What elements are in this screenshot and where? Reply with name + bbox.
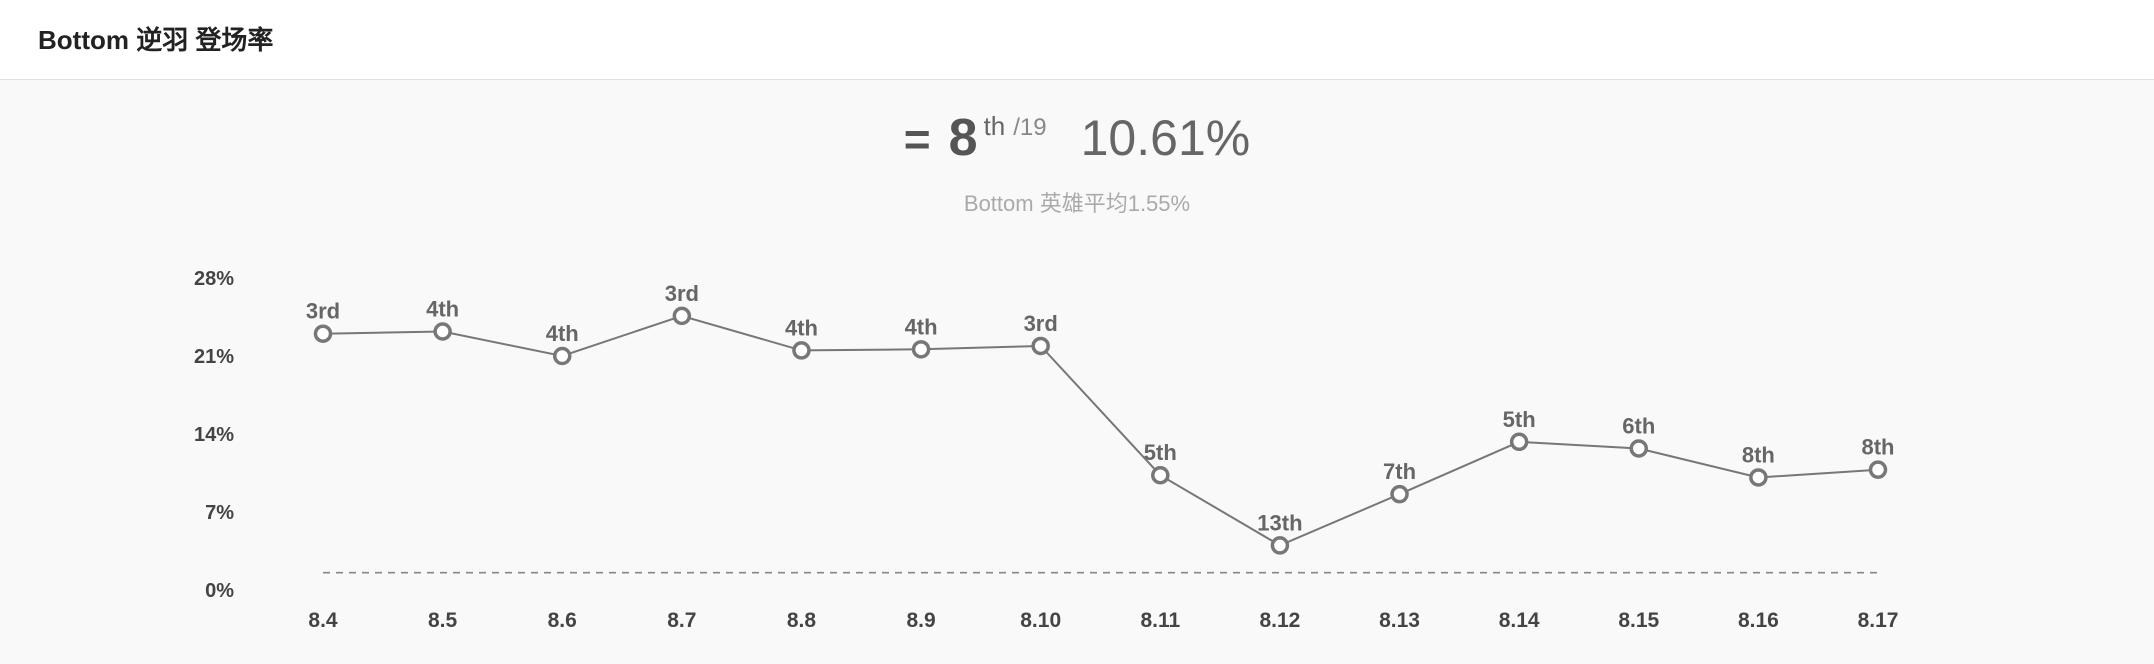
x-tick-label: 8.10 bbox=[1020, 609, 1061, 632]
y-tick-label: 0% bbox=[205, 580, 234, 602]
data-point[interactable] bbox=[1629, 439, 1649, 458]
point-rank-label: 8th bbox=[1862, 435, 1895, 460]
point-rank-label: 3rd bbox=[1024, 311, 1058, 336]
data-point[interactable] bbox=[433, 322, 452, 341]
x-tick-label: 8.13 bbox=[1379, 609, 1420, 632]
x-tick-label: 8.5 bbox=[428, 609, 458, 632]
x-tick-label: 8.15 bbox=[1618, 609, 1659, 632]
point-rank-label: 5th bbox=[1144, 440, 1177, 465]
x-tick-label: 8.17 bbox=[1858, 609, 1899, 632]
data-point[interactable] bbox=[911, 340, 931, 359]
pick-rate-chart: 0% 7% 14% 21% 28% 8.4 8.5 8.6 8.7 8.8 8.9 8.10 8.11… bbox=[194, 268, 1899, 632]
point-rank-label: 5th bbox=[1503, 407, 1536, 432]
point-rank-label: 3rd bbox=[665, 281, 699, 306]
average-label: Bottom 英雄平均 bbox=[963, 191, 1128, 216]
average-note: Bottom 英雄平均1.55% bbox=[0, 186, 2154, 218]
data-point[interactable] bbox=[1509, 432, 1529, 452]
data-point[interactable] bbox=[672, 306, 692, 326]
x-tick-label: 8.4 bbox=[308, 609, 338, 632]
point-rank-label: 13th bbox=[1257, 510, 1302, 535]
point-rank-label: 3rd bbox=[306, 299, 340, 324]
data-point[interactable] bbox=[552, 346, 572, 366]
y-tick-label: 14% bbox=[194, 424, 234, 446]
x-tick-label: 8.7 bbox=[667, 609, 696, 632]
header-bar: Bottom 逆羽 登场率 bbox=[0, 0, 2154, 80]
x-tick-label: 8.6 bbox=[548, 609, 577, 632]
data-point[interactable] bbox=[1390, 484, 1409, 504]
data-point[interactable] bbox=[1749, 468, 1768, 487]
point-rank-label: 8th bbox=[1742, 442, 1775, 467]
data-point[interactable] bbox=[1151, 465, 1170, 485]
rank-value: 8 bbox=[948, 109, 978, 167]
data-point[interactable] bbox=[313, 324, 333, 343]
x-tick-label: 8.16 bbox=[1738, 609, 1779, 632]
x-tick-label: 8.12 bbox=[1259, 609, 1300, 632]
x-tick-label: 8.11 bbox=[1140, 609, 1180, 632]
x-tick-label: 8.14 bbox=[1499, 609, 1540, 632]
rank-total: /19 bbox=[1013, 114, 1047, 141]
data-point[interactable] bbox=[1868, 460, 1888, 479]
data-point[interactable] bbox=[1270, 536, 1290, 555]
x-tick-label: 8.8 bbox=[787, 609, 817, 632]
point-rank-label: 4th bbox=[785, 315, 818, 340]
data-point[interactable] bbox=[1031, 336, 1050, 356]
point-rank-label: 4th bbox=[426, 296, 459, 321]
page-title: Bottom 逆羽 登场率 bbox=[38, 25, 274, 55]
average-value: 1.55% bbox=[1127, 191, 1191, 216]
point-rank-label: 4th bbox=[905, 314, 938, 339]
point-rank-label: 7th bbox=[1383, 459, 1416, 484]
point-rank-label: 4th bbox=[546, 321, 579, 346]
data-point[interactable] bbox=[792, 341, 811, 360]
pick-rate-value: 10.61% bbox=[1080, 110, 1251, 166]
y-tick-label: 21% bbox=[194, 346, 234, 368]
y-tick-label: 7% bbox=[205, 502, 234, 524]
point-rank-label: 6th bbox=[1622, 413, 1655, 438]
x-tick-label: 8.9 bbox=[906, 609, 935, 632]
rank-change-indicator: = bbox=[903, 113, 931, 165]
rank-suffix: th bbox=[983, 111, 1006, 141]
series-line bbox=[322, 314, 1879, 547]
y-tick-label: 28% bbox=[194, 268, 234, 290]
